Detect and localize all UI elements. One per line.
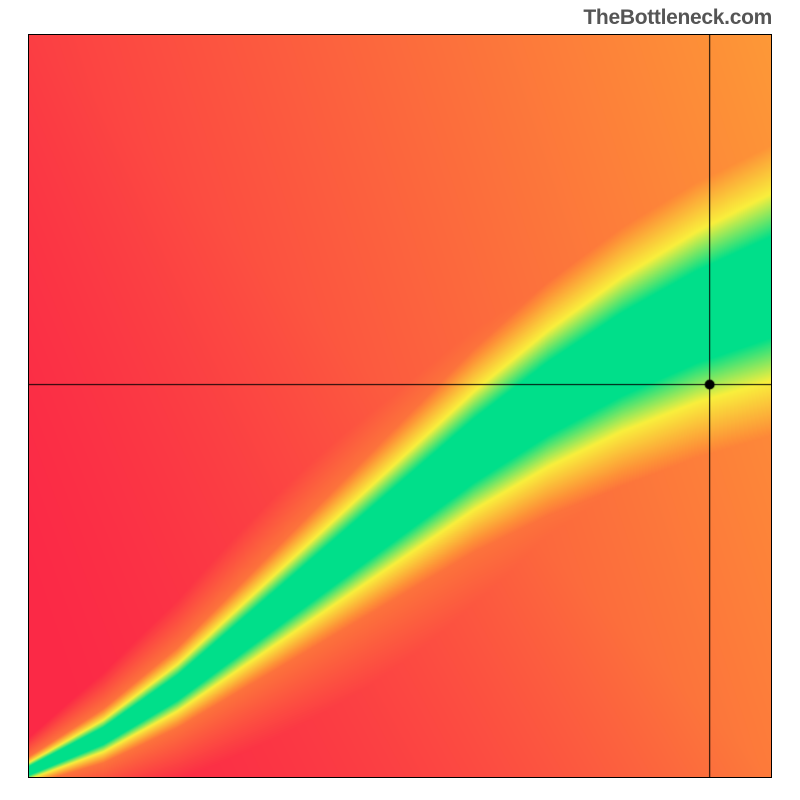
heatmap-canvas	[29, 35, 771, 777]
heatmap-plot	[28, 34, 772, 778]
watermark-text: TheBottleneck.com	[583, 6, 772, 30]
